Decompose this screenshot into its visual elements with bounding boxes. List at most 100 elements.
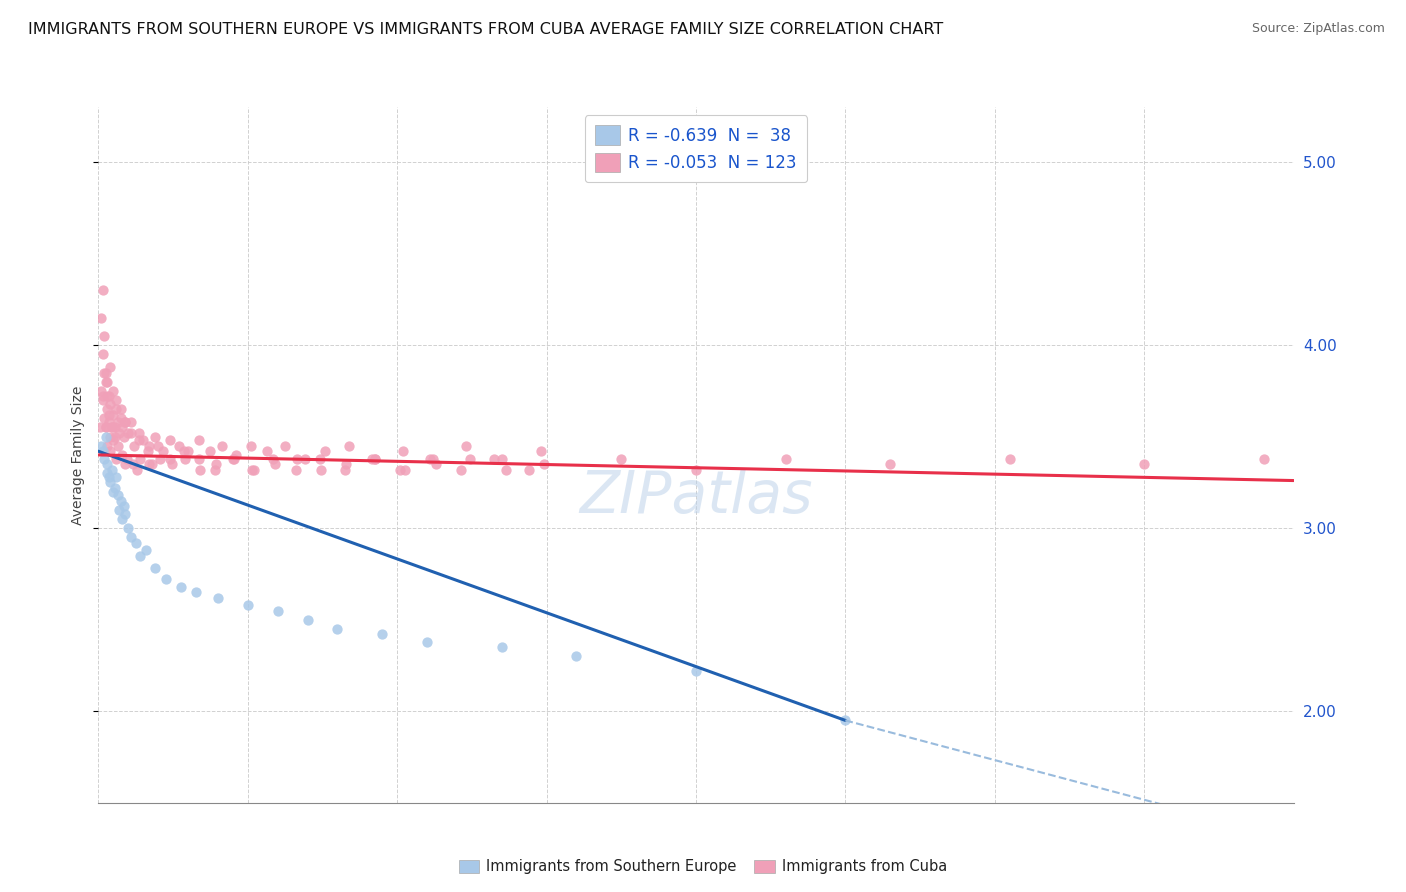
Point bbox=[225, 448, 247, 462]
Point bbox=[517, 462, 540, 476]
Point bbox=[389, 462, 412, 476]
Point bbox=[236, 598, 259, 612]
Point bbox=[91, 444, 114, 458]
Point bbox=[159, 451, 181, 466]
Point bbox=[100, 397, 122, 411]
Point bbox=[97, 470, 120, 484]
Point bbox=[204, 462, 226, 476]
Point bbox=[308, 451, 330, 466]
Point bbox=[685, 664, 707, 678]
Point bbox=[333, 462, 356, 476]
Point bbox=[371, 627, 394, 641]
Point bbox=[128, 434, 150, 448]
Point bbox=[425, 457, 447, 471]
Point bbox=[108, 425, 131, 440]
Point bbox=[112, 429, 135, 443]
Point bbox=[111, 420, 134, 434]
Point bbox=[879, 457, 901, 471]
Point bbox=[91, 392, 114, 407]
Point bbox=[90, 384, 112, 398]
Point bbox=[103, 408, 125, 422]
Point bbox=[96, 439, 118, 453]
Point bbox=[263, 457, 285, 471]
Point bbox=[97, 408, 120, 422]
Point bbox=[94, 429, 117, 443]
Point bbox=[240, 462, 263, 476]
Point bbox=[90, 310, 112, 325]
Point bbox=[339, 439, 360, 453]
Point bbox=[173, 444, 195, 458]
Point bbox=[335, 457, 357, 471]
Point bbox=[533, 457, 555, 471]
Point bbox=[103, 434, 125, 448]
Point bbox=[103, 384, 125, 398]
Point bbox=[114, 507, 136, 521]
Point bbox=[105, 470, 128, 484]
Text: Source: ZipAtlas.com: Source: ZipAtlas.com bbox=[1251, 22, 1385, 36]
Point bbox=[96, 457, 118, 471]
Point bbox=[285, 451, 308, 466]
Point bbox=[262, 451, 284, 466]
Point bbox=[309, 462, 332, 476]
Point bbox=[205, 457, 228, 471]
Point bbox=[143, 561, 166, 575]
Point bbox=[326, 622, 349, 636]
Point bbox=[97, 389, 120, 403]
Point bbox=[132, 434, 155, 448]
Point bbox=[834, 714, 856, 728]
Point bbox=[100, 359, 122, 374]
Point bbox=[243, 462, 266, 476]
Point bbox=[159, 434, 181, 448]
Point bbox=[267, 603, 290, 617]
Point bbox=[256, 444, 278, 458]
Point bbox=[94, 420, 117, 434]
Point bbox=[112, 499, 135, 513]
Point bbox=[110, 402, 132, 417]
Point bbox=[100, 444, 122, 458]
Point bbox=[187, 451, 209, 466]
Point bbox=[529, 444, 551, 458]
Point bbox=[495, 462, 517, 476]
Point bbox=[100, 429, 122, 443]
Point bbox=[117, 521, 139, 535]
Point bbox=[104, 429, 127, 443]
Point bbox=[129, 451, 152, 466]
Point bbox=[141, 457, 163, 471]
Point bbox=[297, 613, 319, 627]
Point bbox=[101, 420, 124, 434]
Point bbox=[1133, 457, 1156, 471]
Point bbox=[136, 444, 159, 458]
Point bbox=[200, 444, 222, 458]
Point bbox=[224, 451, 246, 466]
Point bbox=[111, 448, 134, 462]
Point bbox=[111, 512, 134, 526]
Point bbox=[103, 484, 125, 499]
Point bbox=[100, 475, 122, 490]
Point bbox=[294, 451, 316, 466]
Point bbox=[120, 415, 142, 429]
Point bbox=[394, 462, 416, 476]
Point bbox=[188, 462, 211, 476]
Point bbox=[460, 451, 482, 466]
Point bbox=[105, 402, 128, 417]
Point bbox=[101, 462, 124, 476]
Point bbox=[93, 329, 115, 343]
Point bbox=[422, 451, 444, 466]
Point bbox=[419, 451, 441, 466]
Point bbox=[211, 439, 233, 453]
Point bbox=[491, 451, 513, 466]
Point bbox=[120, 530, 142, 544]
Legend: Immigrants from Southern Europe, Immigrants from Cuba: Immigrants from Southern Europe, Immigra… bbox=[453, 854, 953, 880]
Point bbox=[315, 444, 337, 458]
Point bbox=[187, 434, 209, 448]
Point bbox=[169, 580, 191, 594]
Point bbox=[138, 439, 160, 453]
Point bbox=[364, 451, 387, 466]
Point bbox=[108, 503, 131, 517]
Point bbox=[107, 439, 129, 453]
Text: ZIPatlas: ZIPatlas bbox=[579, 468, 813, 525]
Point bbox=[91, 283, 114, 297]
Point bbox=[1253, 451, 1275, 466]
Point bbox=[184, 585, 207, 599]
Point bbox=[416, 634, 439, 648]
